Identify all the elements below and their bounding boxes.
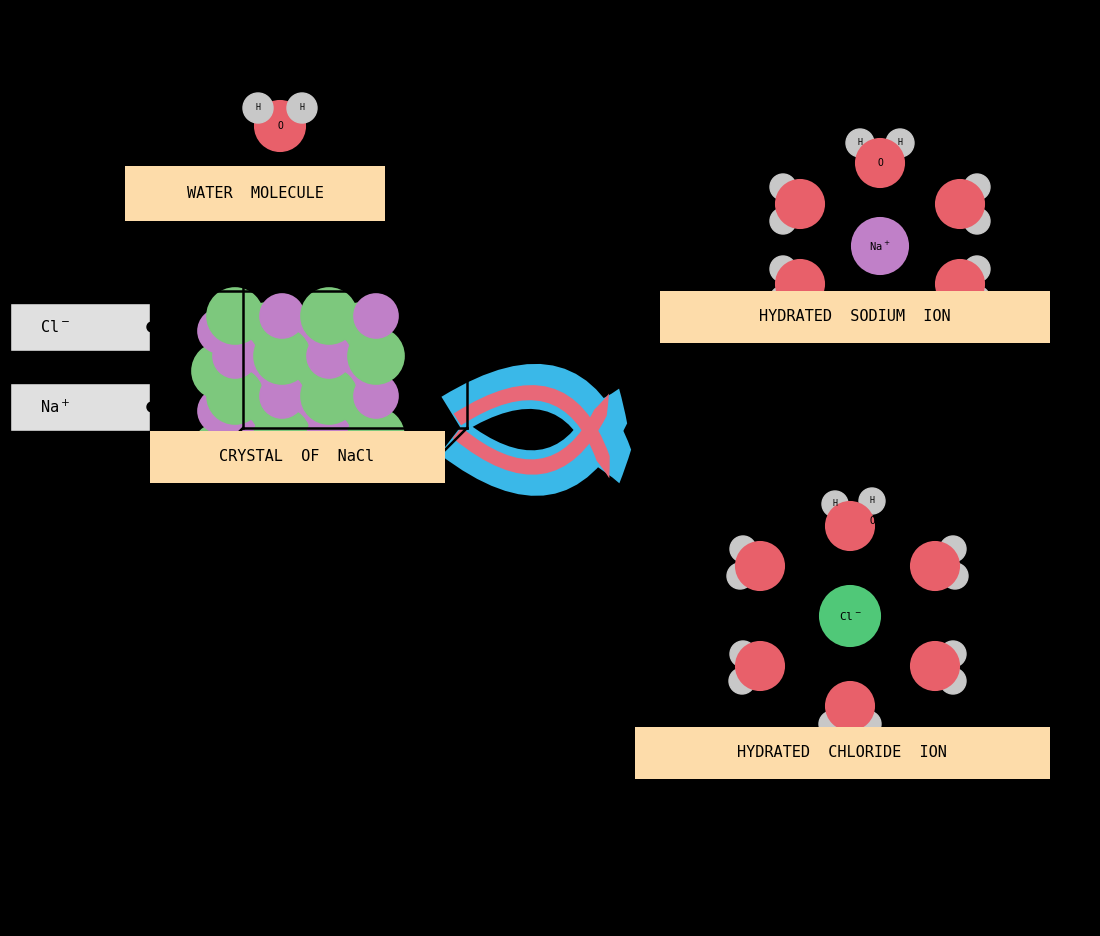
Circle shape	[147, 402, 157, 412]
Circle shape	[826, 502, 875, 550]
Text: O: O	[869, 516, 874, 526]
Circle shape	[307, 414, 351, 458]
Circle shape	[940, 641, 966, 667]
Text: H: H	[833, 500, 837, 508]
Circle shape	[147, 322, 157, 332]
FancyArrowPatch shape	[453, 394, 609, 475]
Circle shape	[260, 294, 304, 338]
FancyBboxPatch shape	[150, 431, 446, 483]
Circle shape	[770, 256, 796, 282]
Circle shape	[292, 309, 336, 353]
Circle shape	[770, 286, 796, 312]
Circle shape	[245, 349, 289, 393]
Circle shape	[820, 586, 880, 646]
Circle shape	[964, 256, 990, 282]
Circle shape	[826, 682, 875, 730]
Circle shape	[255, 101, 305, 151]
FancyArrowPatch shape	[453, 385, 609, 478]
Circle shape	[822, 491, 848, 517]
Circle shape	[254, 408, 310, 464]
Circle shape	[354, 374, 398, 418]
Circle shape	[736, 542, 784, 590]
Text: Cl$^-$: Cl$^-$	[40, 319, 70, 335]
Circle shape	[727, 563, 754, 589]
Text: O: O	[877, 158, 883, 168]
Text: H: H	[869, 496, 874, 505]
Circle shape	[286, 423, 342, 479]
Circle shape	[940, 668, 966, 694]
Circle shape	[855, 711, 881, 737]
FancyArrowPatch shape	[441, 364, 631, 483]
Circle shape	[964, 174, 990, 200]
Circle shape	[730, 641, 756, 667]
Circle shape	[940, 536, 966, 562]
Text: Cl$^-$: Cl$^-$	[838, 610, 861, 622]
Circle shape	[936, 260, 985, 308]
Circle shape	[301, 368, 358, 424]
Circle shape	[339, 349, 383, 393]
Circle shape	[354, 294, 398, 338]
Circle shape	[859, 488, 886, 514]
Text: H: H	[255, 104, 261, 112]
Circle shape	[287, 93, 317, 123]
Circle shape	[301, 288, 358, 344]
Circle shape	[213, 334, 257, 378]
Circle shape	[964, 208, 990, 234]
Circle shape	[730, 536, 756, 562]
Circle shape	[820, 711, 845, 737]
Circle shape	[770, 174, 796, 200]
Circle shape	[243, 93, 273, 123]
Circle shape	[936, 180, 985, 228]
Circle shape	[307, 334, 351, 378]
Circle shape	[239, 303, 295, 359]
Text: Na$^+$: Na$^+$	[869, 240, 891, 253]
Circle shape	[198, 389, 242, 433]
Text: H: H	[299, 104, 305, 112]
Circle shape	[776, 180, 824, 228]
Circle shape	[886, 129, 914, 157]
Circle shape	[286, 343, 342, 399]
Circle shape	[942, 563, 968, 589]
Circle shape	[239, 383, 295, 439]
Text: Na$^+$: Na$^+$	[40, 399, 70, 416]
Circle shape	[333, 383, 389, 439]
FancyBboxPatch shape	[125, 166, 385, 221]
Circle shape	[770, 208, 796, 234]
FancyArrowPatch shape	[440, 388, 627, 496]
Circle shape	[333, 303, 389, 359]
FancyBboxPatch shape	[10, 383, 150, 431]
Circle shape	[339, 429, 383, 473]
Circle shape	[254, 328, 310, 384]
FancyBboxPatch shape	[635, 727, 1050, 779]
Text: O: O	[277, 121, 283, 131]
Circle shape	[245, 429, 289, 473]
FancyBboxPatch shape	[660, 291, 1050, 343]
Circle shape	[192, 343, 248, 399]
Circle shape	[260, 374, 304, 418]
Circle shape	[348, 328, 404, 384]
Circle shape	[776, 260, 824, 308]
Text: HYDRATED  SODIUM  ION: HYDRATED SODIUM ION	[759, 310, 950, 325]
Circle shape	[207, 288, 263, 344]
Text: H: H	[858, 139, 862, 148]
FancyBboxPatch shape	[10, 303, 150, 351]
Text: H: H	[898, 139, 902, 148]
Circle shape	[846, 129, 874, 157]
Circle shape	[856, 139, 904, 187]
Circle shape	[911, 642, 959, 690]
Circle shape	[198, 309, 242, 353]
Text: HYDRATED  CHLORIDE  ION: HYDRATED CHLORIDE ION	[737, 745, 947, 760]
Circle shape	[736, 642, 784, 690]
Text: CRYSTAL  OF  NaCl: CRYSTAL OF NaCl	[219, 449, 375, 464]
Circle shape	[729, 668, 755, 694]
Circle shape	[207, 368, 263, 424]
Circle shape	[292, 389, 336, 433]
Circle shape	[192, 423, 248, 479]
Circle shape	[213, 414, 257, 458]
Text: WATER  MOLECULE: WATER MOLECULE	[187, 186, 323, 201]
Circle shape	[964, 286, 990, 312]
Circle shape	[348, 408, 404, 464]
Circle shape	[911, 542, 959, 590]
Circle shape	[852, 218, 907, 274]
